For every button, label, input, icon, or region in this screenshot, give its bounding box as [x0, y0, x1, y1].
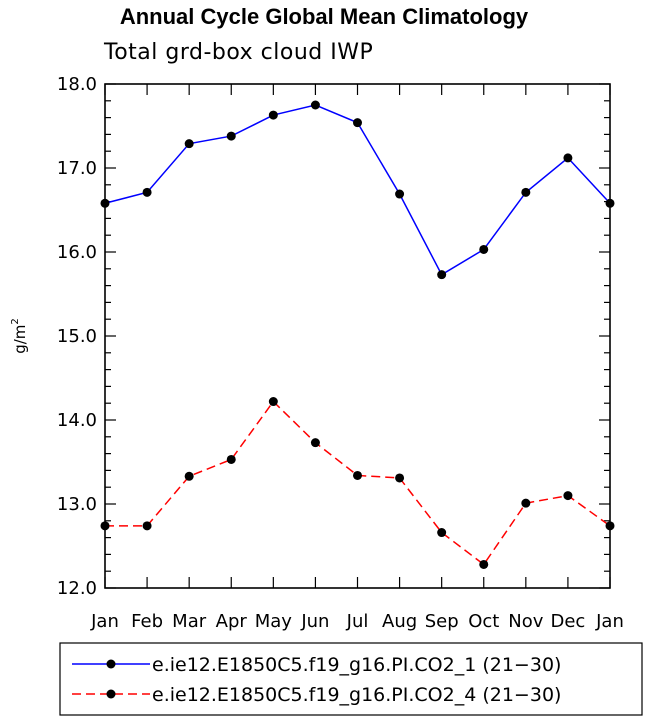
x-axis: Jan Feb Mar Apr May Jun Jul Aug Sep Oct Nov Dec Jan: [90, 84, 624, 632]
data-point: [184, 471, 194, 481]
data-point: [268, 110, 278, 120]
x-tick-label: Jun: [300, 611, 329, 632]
y-tick-label: 17.0: [57, 158, 97, 179]
data-point: [100, 198, 110, 208]
y-tick-label: 16.0: [57, 242, 97, 263]
data-point: [226, 131, 236, 141]
y-tick-label: 12.0: [57, 578, 97, 599]
chart-title: Annual Cycle Global Mean Climatology: [119, 4, 529, 29]
data-point: [142, 521, 152, 531]
series-line: [105, 400, 611, 566]
series-2: [100, 397, 615, 569]
data-point: [395, 189, 405, 199]
data-point: [563, 153, 573, 163]
x-tick-label: Jan: [90, 611, 119, 632]
legend-label-2: e.ie12.E1850C5.f19_g16.PI.CO2_4 (21−30): [152, 684, 561, 706]
x-tick-label: Jan: [595, 611, 624, 632]
data-point: [479, 559, 489, 569]
plot-area: [104, 83, 611, 589]
y-axis: 12.0 13.0 14.0 15.0 16.0 17.0 18.0: [57, 74, 610, 599]
x-tick-label: Sep: [425, 611, 459, 632]
data-point: [395, 473, 405, 483]
data-point: [268, 397, 278, 407]
series-line: [104, 104, 611, 276]
data-point: [310, 100, 320, 110]
y-tick-label: 18.0: [57, 74, 97, 95]
data-point: [184, 139, 194, 149]
x-tick-label: Dec: [550, 611, 585, 632]
x-tick-label: Mar: [172, 611, 207, 632]
data-point: [142, 187, 152, 197]
series-layer: [100, 100, 615, 569]
chart-subtitle: Total grd-box cloud IWP: [104, 40, 374, 65]
y-axis-label: g/m2: [10, 318, 29, 354]
legend-label-1: e.ie12.E1850C5.f19_g16.PI.CO2_1 (21−30): [152, 654, 561, 676]
x-tick-label: May: [255, 611, 293, 632]
plot-border: [104, 83, 611, 589]
data-point: [310, 438, 320, 448]
y-tick-label: 14.0: [57, 410, 97, 431]
x-tick-label: Nov: [508, 611, 543, 632]
y-axis-label-superscript: 2: [10, 318, 21, 324]
y-tick-label: 15.0: [57, 326, 97, 347]
data-point: [605, 198, 615, 208]
x-tick-label: Aug: [382, 611, 417, 632]
series-1: [100, 100, 615, 280]
data-point: [437, 528, 447, 538]
y-tick-label: 13.0: [57, 494, 97, 515]
data-point: [521, 187, 531, 197]
x-tick-label: Jul: [346, 611, 369, 632]
legend-box: [59, 642, 643, 716]
legend: e.ie12.E1850C5.f19_g16.PI.CO2_1 (21−30) e…: [59, 642, 643, 716]
data-point: [437, 270, 447, 280]
data-point: [563, 491, 573, 501]
x-tick-label: Feb: [131, 611, 163, 632]
legend-marker-1: [106, 659, 116, 669]
data-point: [226, 454, 236, 464]
data-point: [479, 244, 489, 254]
legend-marker-2: [106, 689, 116, 699]
x-tick-label: Apr: [216, 611, 248, 632]
data-point: [100, 521, 110, 531]
data-point: [353, 470, 362, 480]
x-tick-label: Oct: [468, 611, 499, 632]
data-point: [353, 118, 362, 128]
y-axis-label-text: g/m: [11, 325, 29, 354]
data-point: [521, 498, 531, 508]
data-point: [605, 521, 615, 531]
